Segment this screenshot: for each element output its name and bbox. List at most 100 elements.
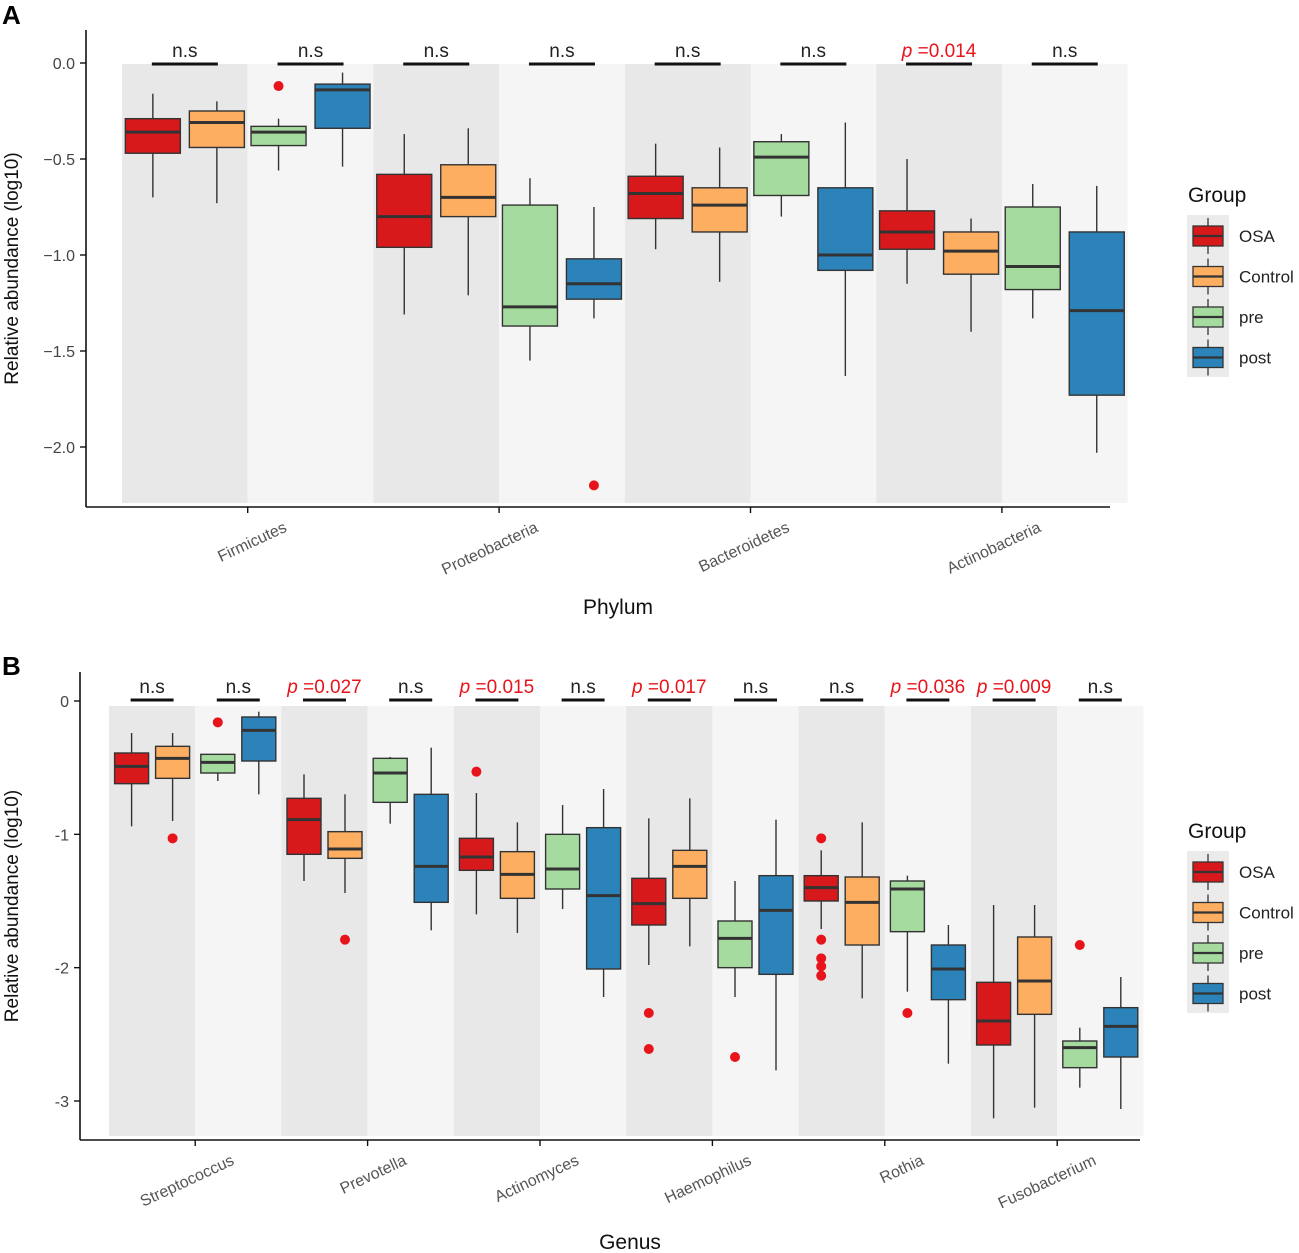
comparison-label: n.s: [172, 41, 197, 62]
p-symbol: p: [890, 677, 902, 698]
box-post: [585, 789, 622, 997]
y-axis-title: Relative abundance (log10): [2, 790, 23, 1022]
box-control: [499, 822, 536, 933]
p-value: =0.017: [643, 677, 707, 698]
outlier-point: [902, 1008, 913, 1018]
legend-label: OSA: [1239, 863, 1276, 882]
legend-key-osa: OSA: [1192, 854, 1276, 890]
p-value: =0.036: [901, 677, 965, 698]
box-iqr: [1004, 206, 1061, 291]
category-haemophilus: [631, 798, 794, 1071]
legend: Group OSA Control pre post: [1187, 820, 1294, 1013]
box-iqr: [691, 187, 748, 233]
box-pre: [372, 757, 408, 824]
box-iqr: [458, 837, 495, 872]
legend: Group OSA Control pre post: [1187, 184, 1294, 377]
outlier-point: [588, 480, 599, 491]
box-iqr: [241, 716, 277, 762]
box-post: [314, 72, 371, 167]
x-tick-label: Bacteroidetes: [696, 519, 792, 576]
box-iqr: [753, 141, 810, 197]
box-iqr: [413, 793, 449, 904]
category-bacteroidetes: [627, 122, 874, 376]
box-iqr: [544, 833, 581, 890]
outlier-point: [816, 953, 827, 964]
x-tick-label: Actinomyces: [492, 1152, 581, 1206]
box-osa: [113, 733, 150, 827]
comparison-label: n.s: [570, 677, 595, 698]
comparison-label: n.s: [675, 41, 700, 62]
outlier-point: [816, 961, 827, 972]
box-iqr: [631, 877, 667, 926]
box-osa: [878, 159, 936, 284]
outlier-point: [471, 766, 482, 777]
legend-key-control: Control: [1192, 258, 1294, 295]
y-tick-label: 0.0: [53, 56, 75, 73]
legend-key-pre: pre: [1192, 299, 1264, 335]
p-symbol: p: [976, 677, 988, 698]
y-axis-title: Relative abundance (log10): [2, 152, 23, 384]
background-band: [971, 706, 1058, 1136]
box-iqr: [1068, 231, 1125, 396]
p-symbol: p: [286, 677, 298, 698]
box-iqr: [314, 83, 371, 129]
box-iqr: [942, 231, 1000, 275]
x-tick-label: Actinobacteria: [945, 519, 1044, 577]
box-pre: [501, 178, 559, 361]
background-band: [453, 706, 540, 1136]
legend-key-post: post: [1192, 339, 1271, 376]
p-value: =0.015: [470, 677, 534, 698]
y-tick-label: −2.0: [43, 440, 75, 457]
box-iqr: [1103, 1006, 1139, 1058]
outlier-point: [340, 934, 350, 945]
box-pre: [250, 81, 307, 171]
box-osa: [286, 774, 322, 881]
legend-key-control: Control: [1192, 894, 1294, 931]
outlier-point: [212, 717, 223, 728]
box-post: [1103, 977, 1139, 1109]
box-iqr: [930, 944, 967, 1001]
box-post: [1068, 185, 1125, 453]
panel-label: B: [2, 651, 21, 681]
box-control: [942, 218, 1000, 332]
x-tick-label: Firmicutes: [215, 519, 289, 566]
x-tick-label: Streptococcus: [138, 1152, 237, 1210]
y-tick-label: −1.0: [43, 248, 75, 265]
box-pre: [717, 881, 753, 1062]
box-iqr: [672, 849, 708, 900]
box-control: [844, 822, 880, 999]
box-osa: [376, 134, 433, 315]
outlier-point: [1074, 940, 1085, 950]
box-osa: [631, 818, 667, 1054]
legend-label: Control: [1239, 904, 1294, 923]
p-symbol: p: [631, 677, 643, 698]
comparison-label: n.s: [298, 41, 323, 62]
box-iqr: [758, 874, 794, 976]
y-tick-label: -2: [55, 961, 69, 978]
panel-a: n.s n.s n.s n.s n.s n.s p =0.014 n.s 0.0 −0.5 −1.0…: [2, 0, 1294, 619]
legend-label: OSA: [1239, 227, 1276, 246]
y-tick-label: -1: [55, 827, 69, 844]
panel-b: n.s n.s p =0.027 n.s p =0.015 n.s p =0.017 n.s n…: [2, 651, 1294, 1253]
box-iqr: [717, 920, 753, 969]
outlier-point: [643, 1008, 654, 1018]
category-fusobacterium: [975, 905, 1139, 1119]
comparison-label: p =0.014: [901, 41, 977, 62]
comparison-label: n.s: [424, 41, 449, 62]
box-iqr: [250, 125, 307, 147]
box-control: [327, 794, 363, 945]
outlier-point: [643, 1044, 654, 1054]
box-pre: [889, 875, 926, 1018]
comparison-label: n.s: [743, 677, 768, 698]
category-proteobacteria: [376, 128, 623, 491]
comparison-label: n.s: [549, 41, 574, 62]
legend-label: post: [1239, 985, 1271, 1004]
p-symbol: p: [459, 677, 471, 698]
box-iqr: [585, 826, 622, 970]
panel-label: A: [2, 0, 21, 30]
box-iqr: [440, 164, 497, 218]
box-control: [440, 128, 497, 296]
comparison-label: n.s: [1088, 677, 1113, 698]
box-post: [758, 819, 794, 1071]
